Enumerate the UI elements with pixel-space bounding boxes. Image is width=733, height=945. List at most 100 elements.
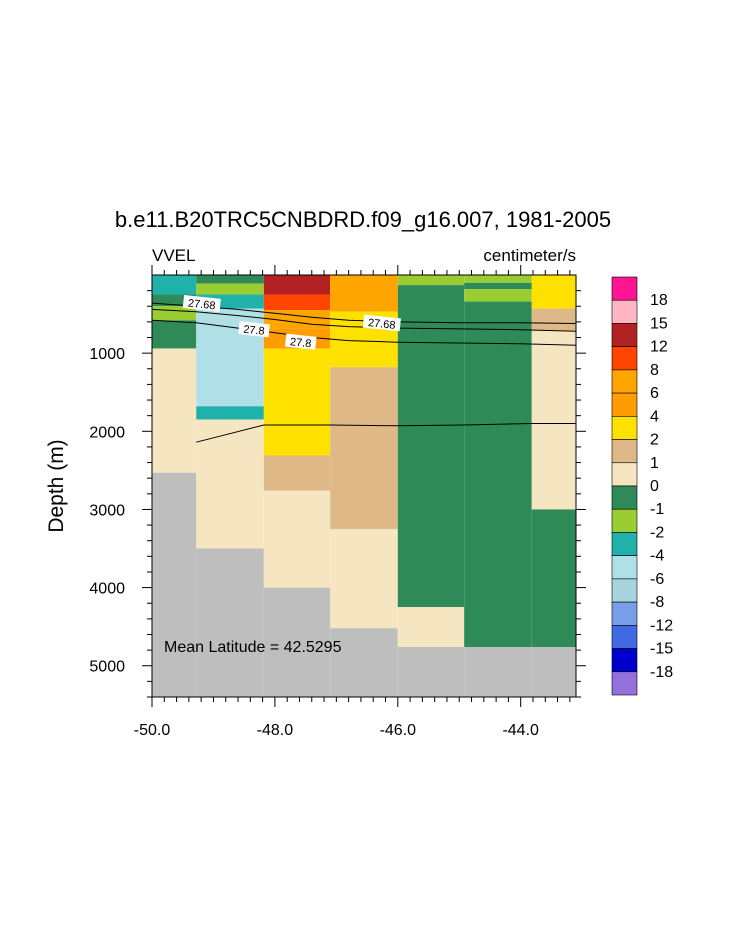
velocity-cell: [263, 348, 331, 456]
contour-line: [151, 319, 577, 346]
contour-label: 27.68: [182, 295, 221, 313]
colorbar-box: [611, 323, 638, 347]
colorbar-box: [611, 392, 638, 417]
plot-frame: [151, 274, 577, 698]
colorbar-box: [611, 532, 638, 556]
velocity-cell: [263, 490, 331, 588]
velocity-cell: [196, 275, 264, 284]
colorbar-level-label: 6: [650, 385, 659, 402]
velocity-cell: [464, 289, 532, 302]
contour-label: 27.8: [284, 333, 317, 350]
colorbar-box: [611, 299, 638, 324]
land-cell: [397, 646, 465, 697]
x-tick-labels: -50.0 -48.0 -46.0 -44.0: [134, 722, 539, 739]
velocity-cell: [330, 528, 398, 629]
velocity-cell: [196, 406, 264, 420]
velocity-cell: [152, 275, 197, 295]
velocity-cell: [152, 348, 197, 473]
velocity-cell: [397, 275, 465, 286]
velocity-cell: [196, 419, 264, 549]
colorbar-box: [611, 416, 638, 440]
y-tick-label: 4000: [89, 581, 125, 598]
velocity-cell: [531, 308, 576, 322]
y-tick-label: 2000: [89, 424, 125, 441]
contour-line: [151, 308, 577, 332]
colorbar-level-label: -15: [650, 641, 673, 658]
velocity-cell: [330, 275, 398, 312]
colorbar-level-label: 18: [650, 292, 668, 309]
contour-label-bg: [284, 333, 317, 350]
velocity-cell: [464, 301, 532, 647]
colorbar-box: [611, 671, 638, 696]
mean-latitude-annotation: Mean Latitude = 42.5295: [164, 639, 342, 656]
left-label: VVEL: [152, 246, 195, 265]
velocity-cell: [330, 367, 398, 529]
colorbar-box: [611, 369, 638, 394]
velocity-cell: [531, 321, 576, 331]
velocity-cell: [397, 285, 465, 608]
colorbar-level-label: -18: [650, 664, 673, 681]
velocity-cell: [263, 455, 331, 491]
colorbar-level-label: 2: [650, 432, 659, 449]
chart-title: b.e11.B20TRC5CNBDRD.f09_g16.007, 1981-20…: [115, 207, 611, 232]
contour-label: 27.8: [238, 321, 270, 338]
land-cell: [263, 587, 331, 697]
colorbar-box: [611, 485, 638, 510]
colorbar: 18 15 12 8 6 4 2 1 0 -1 -2 -4 -6 -8 -12 -15 -18: [611, 276, 673, 696]
colorbar-box: [611, 648, 638, 673]
colorbar-box: [611, 578, 638, 603]
contour-label-text: 27.68: [367, 317, 396, 332]
contour-label-text: 27.8: [289, 336, 312, 350]
x-tick-label: -50.0: [134, 722, 171, 739]
y-tick-label: 3000: [89, 502, 125, 519]
colorbar-box: [611, 508, 638, 533]
colorbar-box: [611, 555, 638, 580]
velocity-cell: [397, 607, 465, 647]
velocity-cell: [531, 330, 576, 510]
colorbar-box: [611, 276, 638, 301]
velocity-cell: [464, 275, 532, 283]
land-cell: [196, 548, 264, 697]
colorbar-level-label: -4: [650, 548, 664, 565]
colorbar-level-label: 15: [650, 315, 668, 332]
y-tick-label: 1000: [89, 346, 125, 363]
land-cell: [330, 628, 398, 697]
contour-label: 27.68: [362, 314, 401, 332]
colorbar-level-label: -2: [650, 524, 664, 541]
contour-label-bg: [238, 321, 270, 338]
heatmap-cells: [152, 275, 576, 697]
axis-ticks: [142, 265, 586, 707]
colorbar-box: [611, 439, 638, 464]
right-label: centimeter/s: [483, 246, 576, 265]
colorbar-level-label: 12: [650, 339, 668, 356]
contour-label-bg: [362, 314, 401, 332]
colorbar-box: [611, 462, 638, 487]
colorbar-level-label: 1: [650, 455, 659, 472]
colorbar-level-label: -1: [650, 501, 664, 518]
colorbar-level-label: -6: [650, 571, 664, 588]
colorbar-box: [611, 601, 638, 626]
velocity-cell: [196, 283, 264, 295]
velocity-cell: [531, 275, 576, 309]
y-tick-label: 5000: [89, 659, 125, 676]
colorbar-level-label: 8: [650, 362, 659, 379]
land-cell: [464, 646, 532, 697]
velocity-cell: [152, 294, 197, 307]
velocity-cell: [152, 320, 197, 349]
contour-label-bg: [182, 295, 221, 312]
x-tick-label: -48.0: [257, 722, 294, 739]
colorbar-level-label: -12: [650, 617, 673, 634]
colorbar-box: [611, 346, 638, 371]
velocity-cell: [464, 282, 532, 290]
colorbar-level-label: 4: [650, 408, 659, 425]
velocity-cell: [263, 310, 331, 329]
contour-line: [196, 423, 576, 443]
x-tick-label: -46.0: [380, 722, 417, 739]
contour-label-text: 27.68: [187, 298, 216, 313]
contour-label-text: 27.8: [243, 324, 266, 338]
colorbar-level-label: 0: [650, 478, 659, 495]
land-cell: [152, 472, 197, 697]
colorbar-box: [611, 625, 638, 649]
y-tick-labels: 1000 2000 3000 4000 5000: [89, 346, 125, 676]
